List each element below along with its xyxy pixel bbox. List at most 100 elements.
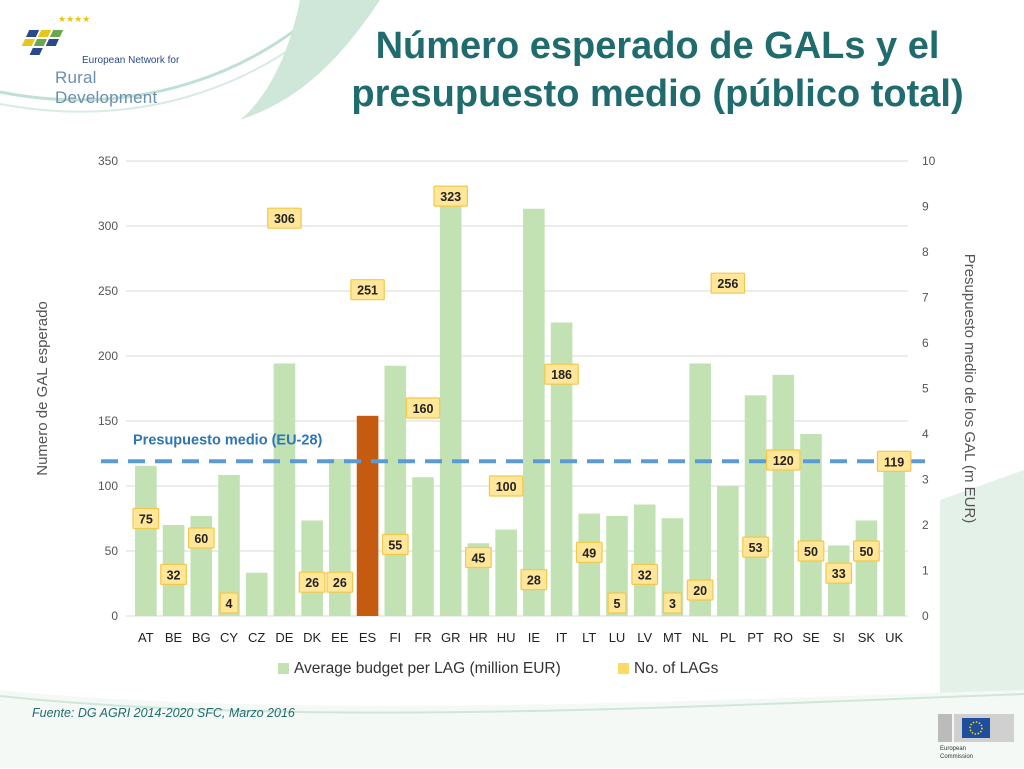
bar-cy xyxy=(218,474,240,616)
lag-count-box xyxy=(433,185,469,207)
lag-count-label: 4 xyxy=(226,597,233,611)
lag-count-box xyxy=(607,592,627,614)
bar-it xyxy=(550,322,573,616)
lag-count-box xyxy=(662,592,682,614)
y-right-tick-label: 5 xyxy=(922,382,929,396)
x-tick-label: IT xyxy=(556,630,568,645)
x-tick-label: PT xyxy=(747,630,764,645)
y-right-tick-label: 2 xyxy=(922,518,929,532)
y-left-tick-label: 300 xyxy=(98,219,118,233)
bar-de xyxy=(273,363,296,616)
x-tick-label: BE xyxy=(165,630,183,645)
lag-count-box xyxy=(520,569,548,591)
x-tick-label: BG xyxy=(192,630,211,645)
lag-count-box xyxy=(575,541,603,563)
bar-lt xyxy=(578,513,601,616)
lag-count-box xyxy=(132,507,160,530)
legend-swatch-budget xyxy=(278,663,289,674)
lag-count-label: 251 xyxy=(357,284,378,298)
x-tick-label: LU xyxy=(609,630,626,645)
title-line-1: Número esperado de GALs y el xyxy=(375,25,940,67)
bar-lv xyxy=(633,504,656,616)
bar-hu xyxy=(495,529,517,616)
lag-count-box xyxy=(219,592,239,614)
x-tick-label: SE xyxy=(802,630,820,645)
bar-gr xyxy=(439,186,462,616)
lag-count-box xyxy=(544,363,579,385)
bar-fr xyxy=(412,477,434,616)
bar-uk xyxy=(883,461,905,616)
bar-dk xyxy=(301,520,323,616)
bar-pt xyxy=(744,395,767,616)
lag-count-label: 256 xyxy=(717,277,738,291)
y-right-tick-label: 3 xyxy=(922,473,929,487)
x-tick-label: SI xyxy=(833,630,845,645)
x-tick-label: ES xyxy=(359,630,377,645)
y-left-tick-label: 0 xyxy=(111,609,118,623)
lag-count-box xyxy=(381,533,409,556)
x-tick-label: EE xyxy=(331,630,349,645)
lag-count-box xyxy=(631,563,659,585)
x-tick-label: CY xyxy=(220,630,238,645)
lag-count-label: 50 xyxy=(804,545,818,559)
lag-count-box xyxy=(825,562,853,584)
x-tick-label: UK xyxy=(885,630,903,645)
lag-count-label: 26 xyxy=(333,576,347,590)
y-left-tick-label: 100 xyxy=(98,479,118,493)
bar-se xyxy=(800,434,822,616)
lag-count-label: 323 xyxy=(440,190,461,204)
y-left-tick-label: 150 xyxy=(98,414,118,428)
lag-count-box xyxy=(405,397,441,419)
lag-count-label: 186 xyxy=(551,368,572,382)
lag-count-box xyxy=(488,475,524,497)
bar-nl xyxy=(689,363,711,616)
y-right-tick-label: 7 xyxy=(922,291,929,305)
bar-cz xyxy=(245,572,268,616)
bar-es xyxy=(356,415,379,616)
y-left-tick-label: 250 xyxy=(98,284,118,298)
x-tick-label: LV xyxy=(637,630,652,645)
average-line-label: Presupuesto medio (EU-28) xyxy=(133,432,323,448)
x-tick-label: SK xyxy=(858,630,876,645)
lag-count-box xyxy=(797,540,825,562)
lag-count-box xyxy=(710,272,746,294)
page-title: Número esperado de GALs y el presupuesto… xyxy=(300,22,1015,118)
logo-network-text: European Network for xyxy=(82,55,180,66)
svg-text:★★★★: ★★★★ xyxy=(58,15,90,25)
bar-pl xyxy=(717,486,739,616)
bar-fi xyxy=(384,365,407,616)
lag-count-box xyxy=(160,563,187,585)
eu-flag-icon xyxy=(938,714,1014,742)
lag-count-label: 28 xyxy=(527,574,541,588)
lag-count-label: 120 xyxy=(773,454,794,468)
lag-count-box xyxy=(876,450,912,472)
x-tick-label: HR xyxy=(469,630,488,645)
lag-count-box xyxy=(465,546,492,569)
lag-budget-chart: 050100150200250300350012345678910Numero … xyxy=(34,154,978,677)
x-tick-label: DK xyxy=(303,630,321,645)
y-right-axis-title: Presupuesto medio de los GAL (m EUR) xyxy=(961,254,978,524)
lag-count-box xyxy=(742,536,769,558)
lag-count-box xyxy=(326,571,354,593)
european-commission-logo: European Commission xyxy=(938,712,1018,764)
x-tick-label: MT xyxy=(663,630,682,645)
bar-ie xyxy=(523,208,545,616)
lag-count-label: 33 xyxy=(832,567,846,581)
lag-count-box xyxy=(853,540,880,562)
x-tick-label: HU xyxy=(497,630,516,645)
x-tick-label: FR xyxy=(414,630,431,645)
y-right-tick-label: 1 xyxy=(922,564,929,578)
lag-count-box xyxy=(267,207,302,229)
x-tick-label: DE xyxy=(275,630,293,645)
bar-sk xyxy=(855,520,878,616)
bar-ro xyxy=(772,374,795,616)
y-left-axis-title: Numero de GAL esperado xyxy=(34,301,51,476)
legend-label-budget: Average budget per LAG (million EUR) xyxy=(294,660,561,677)
y-left-tick-label: 350 xyxy=(98,154,118,168)
logo-rural-text: Rural Development xyxy=(55,68,158,107)
lag-count-box xyxy=(686,579,714,601)
lag-count-label: 32 xyxy=(638,568,652,582)
y-right-tick-label: 0 xyxy=(922,609,929,623)
lag-count-label: 32 xyxy=(167,568,181,582)
